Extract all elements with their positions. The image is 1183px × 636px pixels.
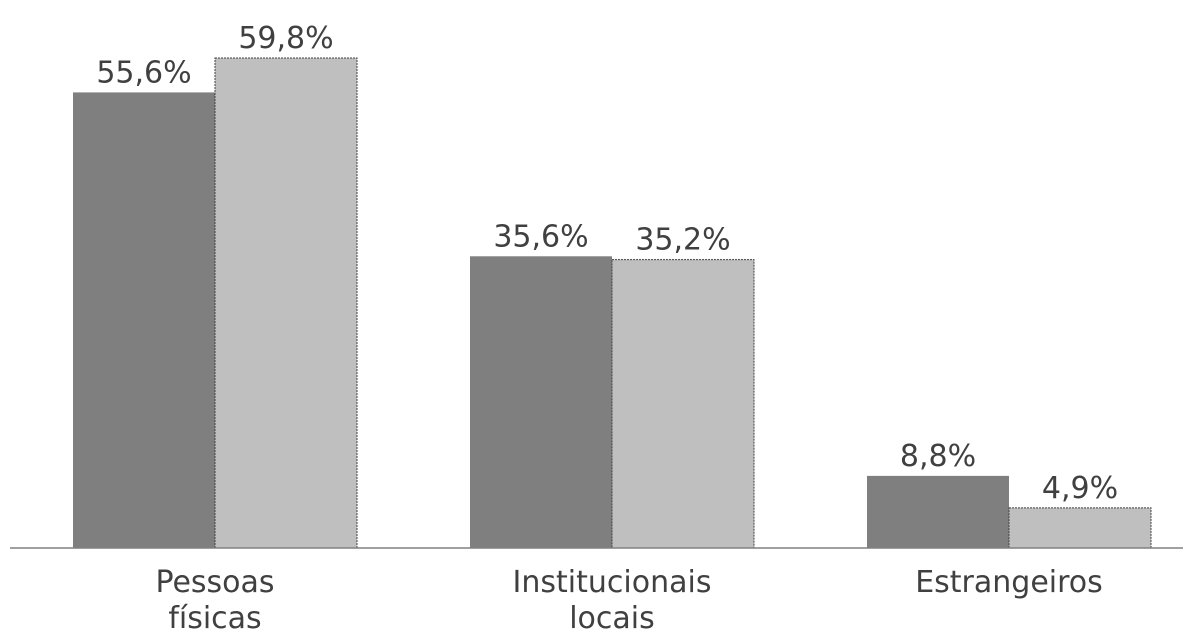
category-label-3-line1: Estrangeiros xyxy=(915,565,1103,600)
value-labels-layer: 55,6% 35,6% 8,8% 59,8% 35,2% 4,9% xyxy=(96,21,1118,506)
data-label-series1-cat3: 8,8% xyxy=(900,439,976,474)
data-label-series1-cat1: 55,6% xyxy=(96,55,191,90)
category-label-2-line1: Institucionais xyxy=(513,565,712,600)
data-label-series2-cat1: 59,8% xyxy=(238,21,333,56)
bar-series2-cat1 xyxy=(214,57,358,549)
bar-series2-cat3 xyxy=(1008,507,1152,549)
data-label-series2-cat3: 4,9% xyxy=(1042,471,1118,506)
bar-series1-cat2 xyxy=(470,256,612,548)
bar-series1-cat1 xyxy=(73,92,215,548)
bar-series1-cat3 xyxy=(867,475,1009,548)
data-label-series1-cat2: 35,6% xyxy=(493,219,588,254)
category-label-2-line2: locais xyxy=(569,601,655,636)
data-label-series2-cat2: 35,2% xyxy=(635,223,730,258)
bars-layer xyxy=(73,57,1152,549)
category-label-1-line2: físicas xyxy=(168,601,261,636)
category-label-1-line1: Pessoas xyxy=(155,565,274,600)
bar-series2-cat2 xyxy=(611,259,755,549)
